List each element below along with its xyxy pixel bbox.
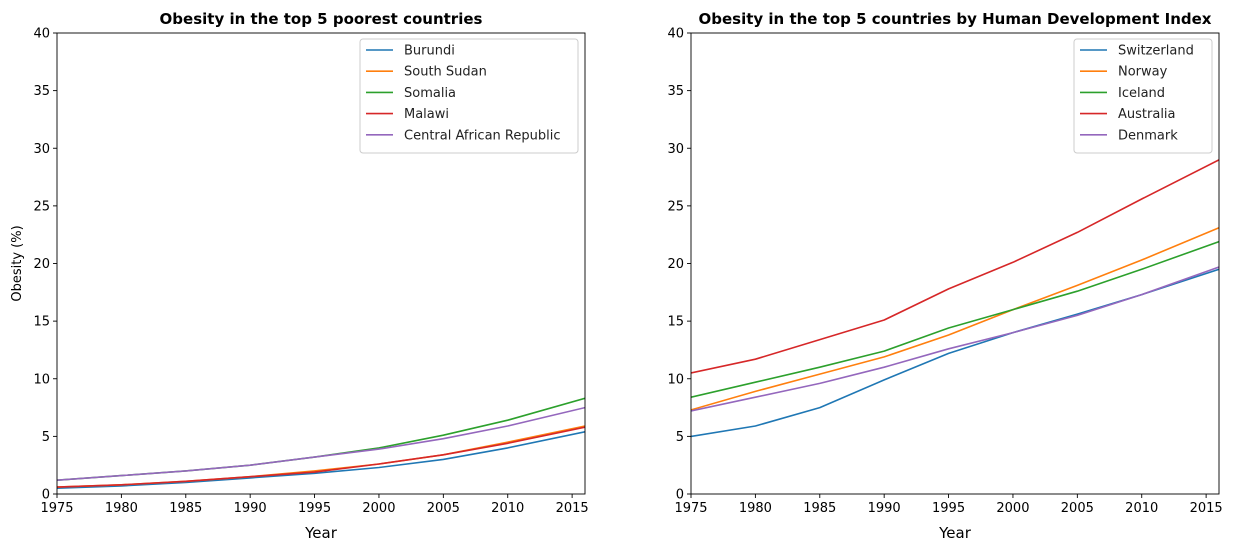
x-tick-label: 1975: [40, 501, 73, 516]
x-tick-label: 1980: [739, 501, 772, 516]
legend-label-iceland: Iceland: [1118, 86, 1165, 101]
series-line-norway: [691, 227, 1219, 411]
y-tick-label: 15: [33, 315, 50, 330]
y-tick-label: 25: [667, 199, 684, 214]
x-tick-label: 2000: [362, 501, 395, 516]
x-tick-label: 2005: [1061, 501, 1094, 516]
y-tick-label: 15: [667, 315, 684, 330]
legend-label-denmark: Denmark: [1118, 128, 1178, 143]
series-line-somalia: [57, 397, 585, 481]
x-axis-label: Year: [938, 524, 972, 542]
legend-label-malawi: Malawi: [404, 107, 449, 122]
y-tick-label: 0: [676, 488, 684, 503]
y-tick-label: 30: [33, 142, 50, 157]
y-tick-label: 5: [42, 430, 50, 445]
series-line-iceland: [691, 240, 1219, 398]
y-tick-label: 35: [667, 84, 684, 99]
y-tick-label: 25: [33, 199, 50, 214]
left-chart-panel: 1975 1980 1985 1990 1995 2000 2005 2010 20150510…: [10, 10, 589, 542]
chart-title: Obesity in the top 5 poorest countries: [160, 10, 483, 28]
legend-label-australia: Australia: [1118, 107, 1176, 122]
y-tick-label: 10: [667, 372, 684, 387]
x-tick-label: 1990: [868, 501, 901, 516]
x-tick-label: 1975: [674, 501, 707, 516]
series-line-australia: [691, 159, 1219, 374]
right-chart-panel: 1975 1980 1985 1990 1995 2000 2005 2010 20150510…: [667, 10, 1222, 542]
x-tick-label: 2015: [556, 501, 589, 516]
y-tick-label: 5: [676, 430, 684, 445]
legend-label-south-sudan: South Sudan: [404, 65, 487, 80]
legend-label-burundi: Burundi: [404, 44, 455, 59]
legend-box: [1073, 38, 1213, 154]
y-tick-label: 10: [33, 372, 50, 387]
x-tick-label: 1980: [105, 501, 138, 516]
legend-box: [359, 38, 579, 154]
y-tick-label: 40: [33, 27, 50, 42]
y-tick-label: 40: [667, 27, 684, 42]
plot-area: [57, 397, 585, 489]
x-tick-label: 1985: [803, 501, 836, 516]
legend: Switzerland Norway Iceland Australia Denmark: [1073, 38, 1213, 154]
y-tick-label: 30: [667, 142, 684, 157]
legend-label-somalia: Somalia: [404, 86, 456, 101]
y-tick-label: 0: [42, 488, 50, 503]
series-line-burundi: [57, 431, 585, 489]
series-line-malawi: [57, 426, 585, 488]
x-tick-label: 2000: [996, 501, 1029, 516]
x-tick-label: 2005: [427, 501, 460, 516]
series-line-central-african-republic: [57, 406, 585, 481]
series-line-switzerland: [691, 268, 1219, 438]
x-tick-label: 2015: [1190, 501, 1223, 516]
x-axis-label: Year: [304, 524, 338, 542]
legend-label-central-african-republic: Central African Republic: [404, 128, 560, 143]
legend-label-switzerland: Switzerland: [1118, 44, 1194, 59]
y-axis-label: Obesity (%): [10, 225, 25, 301]
legend-label-norway: Norway: [1118, 65, 1168, 80]
plot-area: [691, 159, 1219, 438]
x-tick-label: 1995: [932, 501, 965, 516]
x-tick-label: 1985: [169, 501, 202, 516]
legend: Burundi South Sudan Somalia Malawi Central A…: [359, 38, 579, 154]
y-tick-label: 20: [33, 257, 50, 272]
x-tick-label: 2010: [1125, 501, 1158, 516]
y-tick-label: 35: [33, 84, 50, 99]
x-tick-label: 1990: [234, 501, 267, 516]
x-tick-label: 2010: [491, 501, 524, 516]
series-line-denmark: [691, 266, 1219, 412]
chart-title: Obesity in the top 5 countries by Human …: [699, 10, 1212, 28]
y-tick-label: 20: [667, 257, 684, 272]
x-tick-label: 1995: [298, 501, 331, 516]
